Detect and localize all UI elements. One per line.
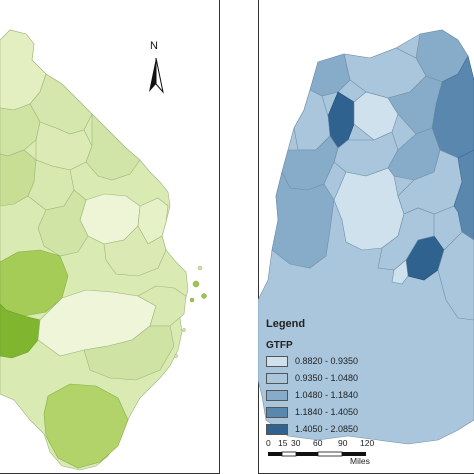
north-arrow-icon [149, 57, 164, 94]
legend-item: 0.9350 - 1.0480 [266, 371, 358, 385]
legend-label: 1.0480 - 1.1840 [295, 390, 359, 400]
left-island-1 [192, 280, 200, 288]
north-label: N [150, 40, 158, 52]
scale-tick-label: 0 [266, 438, 271, 448]
left-island-3 [189, 297, 195, 303]
legend-subtitle: GTFP [266, 340, 293, 351]
left-region-mid-3 [85, 113, 141, 181]
legend-swatch [266, 389, 288, 401]
left-region-south-1 [83, 325, 175, 381]
legend-item: 1.4050 - 2.0850 [266, 422, 358, 436]
scale-tick-label: 15 [278, 438, 288, 448]
scale-tick-label: 30 [291, 438, 301, 448]
right-region-east-4 [437, 231, 474, 321]
left-region-south-east-1 [103, 225, 167, 277]
legend-title: Legend [266, 318, 306, 330]
right-region-light-small [391, 259, 409, 285]
legend-label: 1.1840 - 1.4050 [295, 407, 359, 417]
scale-unit-label: Miles [350, 456, 370, 466]
right-map-svg [258, 29, 474, 445]
left-map-panel: N [0, 0, 222, 474]
scale-tick-label: 90 [338, 438, 348, 448]
legend-item: 0.8820 - 0.9350 [266, 354, 358, 368]
legend-label: 0.8820 - 0.9350 [295, 356, 359, 366]
legend-item: 1.1840 - 1.4050 [266, 405, 358, 419]
legend-swatch [266, 355, 288, 367]
legend-label: 0.9350 - 1.0480 [295, 373, 359, 383]
left-island-6 [174, 354, 178, 358]
right-region-east-dark [453, 149, 474, 241]
right-region-light-north [353, 91, 399, 141]
legend-label: 1.4050 - 2.0850 [295, 424, 359, 434]
left-island-4 [197, 265, 203, 271]
legend-swatch [266, 423, 288, 435]
right-region-center-2 [377, 207, 435, 271]
scale-tick-label: 60 [313, 438, 323, 448]
left-region-south-east-2 [137, 285, 187, 327]
left-region-center-2 [37, 189, 89, 257]
legend-item: 1.0480 - 1.1840 [266, 388, 358, 402]
scale-tick-label: 120 [360, 438, 375, 448]
left-map-svg [0, 29, 207, 471]
left-island-5 [182, 328, 186, 332]
left-region-south-strong [43, 383, 129, 469]
right-map-panel: Legend GTFP 0.8820 - 0.9350 0.9350 - 1.0… [258, 0, 474, 474]
legend-swatch [266, 406, 288, 418]
left-island-2 [201, 293, 207, 299]
legend-swatch [266, 372, 288, 384]
